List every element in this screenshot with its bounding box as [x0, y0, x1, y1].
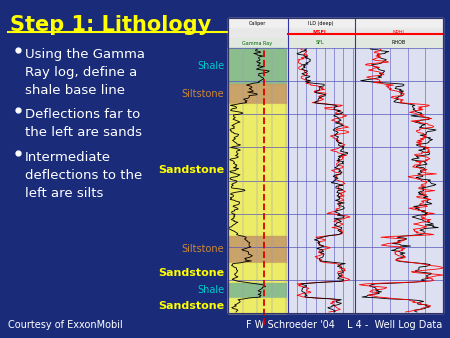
Text: Sandstone: Sandstone — [158, 268, 224, 277]
Text: Sandstone: Sandstone — [158, 165, 224, 175]
Text: Shale: Shale — [197, 61, 224, 71]
Text: Gamma Ray: Gamma Ray — [242, 41, 272, 46]
Text: F W Schroeder '04: F W Schroeder '04 — [246, 320, 334, 330]
Text: Caliper: Caliper — [248, 21, 266, 25]
Bar — [228, 84, 286, 104]
Text: Courtesy of ExxonMobil: Courtesy of ExxonMobil — [8, 320, 123, 330]
Bar — [228, 283, 286, 298]
Text: Siltstone: Siltstone — [181, 89, 224, 99]
Text: Sandstone: Sandstone — [158, 301, 224, 311]
Text: L 4 -  Well Log Data: L 4 - Well Log Data — [347, 320, 442, 330]
Bar — [228, 236, 286, 263]
Bar — [228, 38, 443, 48]
Bar — [228, 263, 286, 283]
Bar — [228, 28, 443, 38]
Text: ILD (deep): ILD (deep) — [308, 21, 333, 25]
Text: SFL: SFL — [316, 41, 324, 46]
Text: Shale: Shale — [197, 286, 224, 295]
Text: RHOB: RHOB — [392, 41, 406, 46]
Bar — [228, 298, 286, 313]
Text: Siltstone: Siltstone — [181, 244, 224, 255]
Bar — [228, 104, 286, 236]
Bar — [228, 18, 443, 313]
Bar — [228, 48, 286, 84]
Text: Intermediate
deflections to the
left are silts: Intermediate deflections to the left are… — [25, 151, 142, 200]
Text: NPHI: NPHI — [393, 30, 405, 35]
Text: MSFL: MSFL — [313, 30, 328, 35]
Text: Deflections far to
the left are sands: Deflections far to the left are sands — [25, 108, 142, 139]
Text: Step 1: Lithology: Step 1: Lithology — [10, 15, 211, 35]
Text: Using the Gamma
Ray log, define a
shale base line: Using the Gamma Ray log, define a shale … — [25, 48, 145, 97]
Bar — [228, 18, 443, 28]
Bar — [228, 48, 443, 313]
